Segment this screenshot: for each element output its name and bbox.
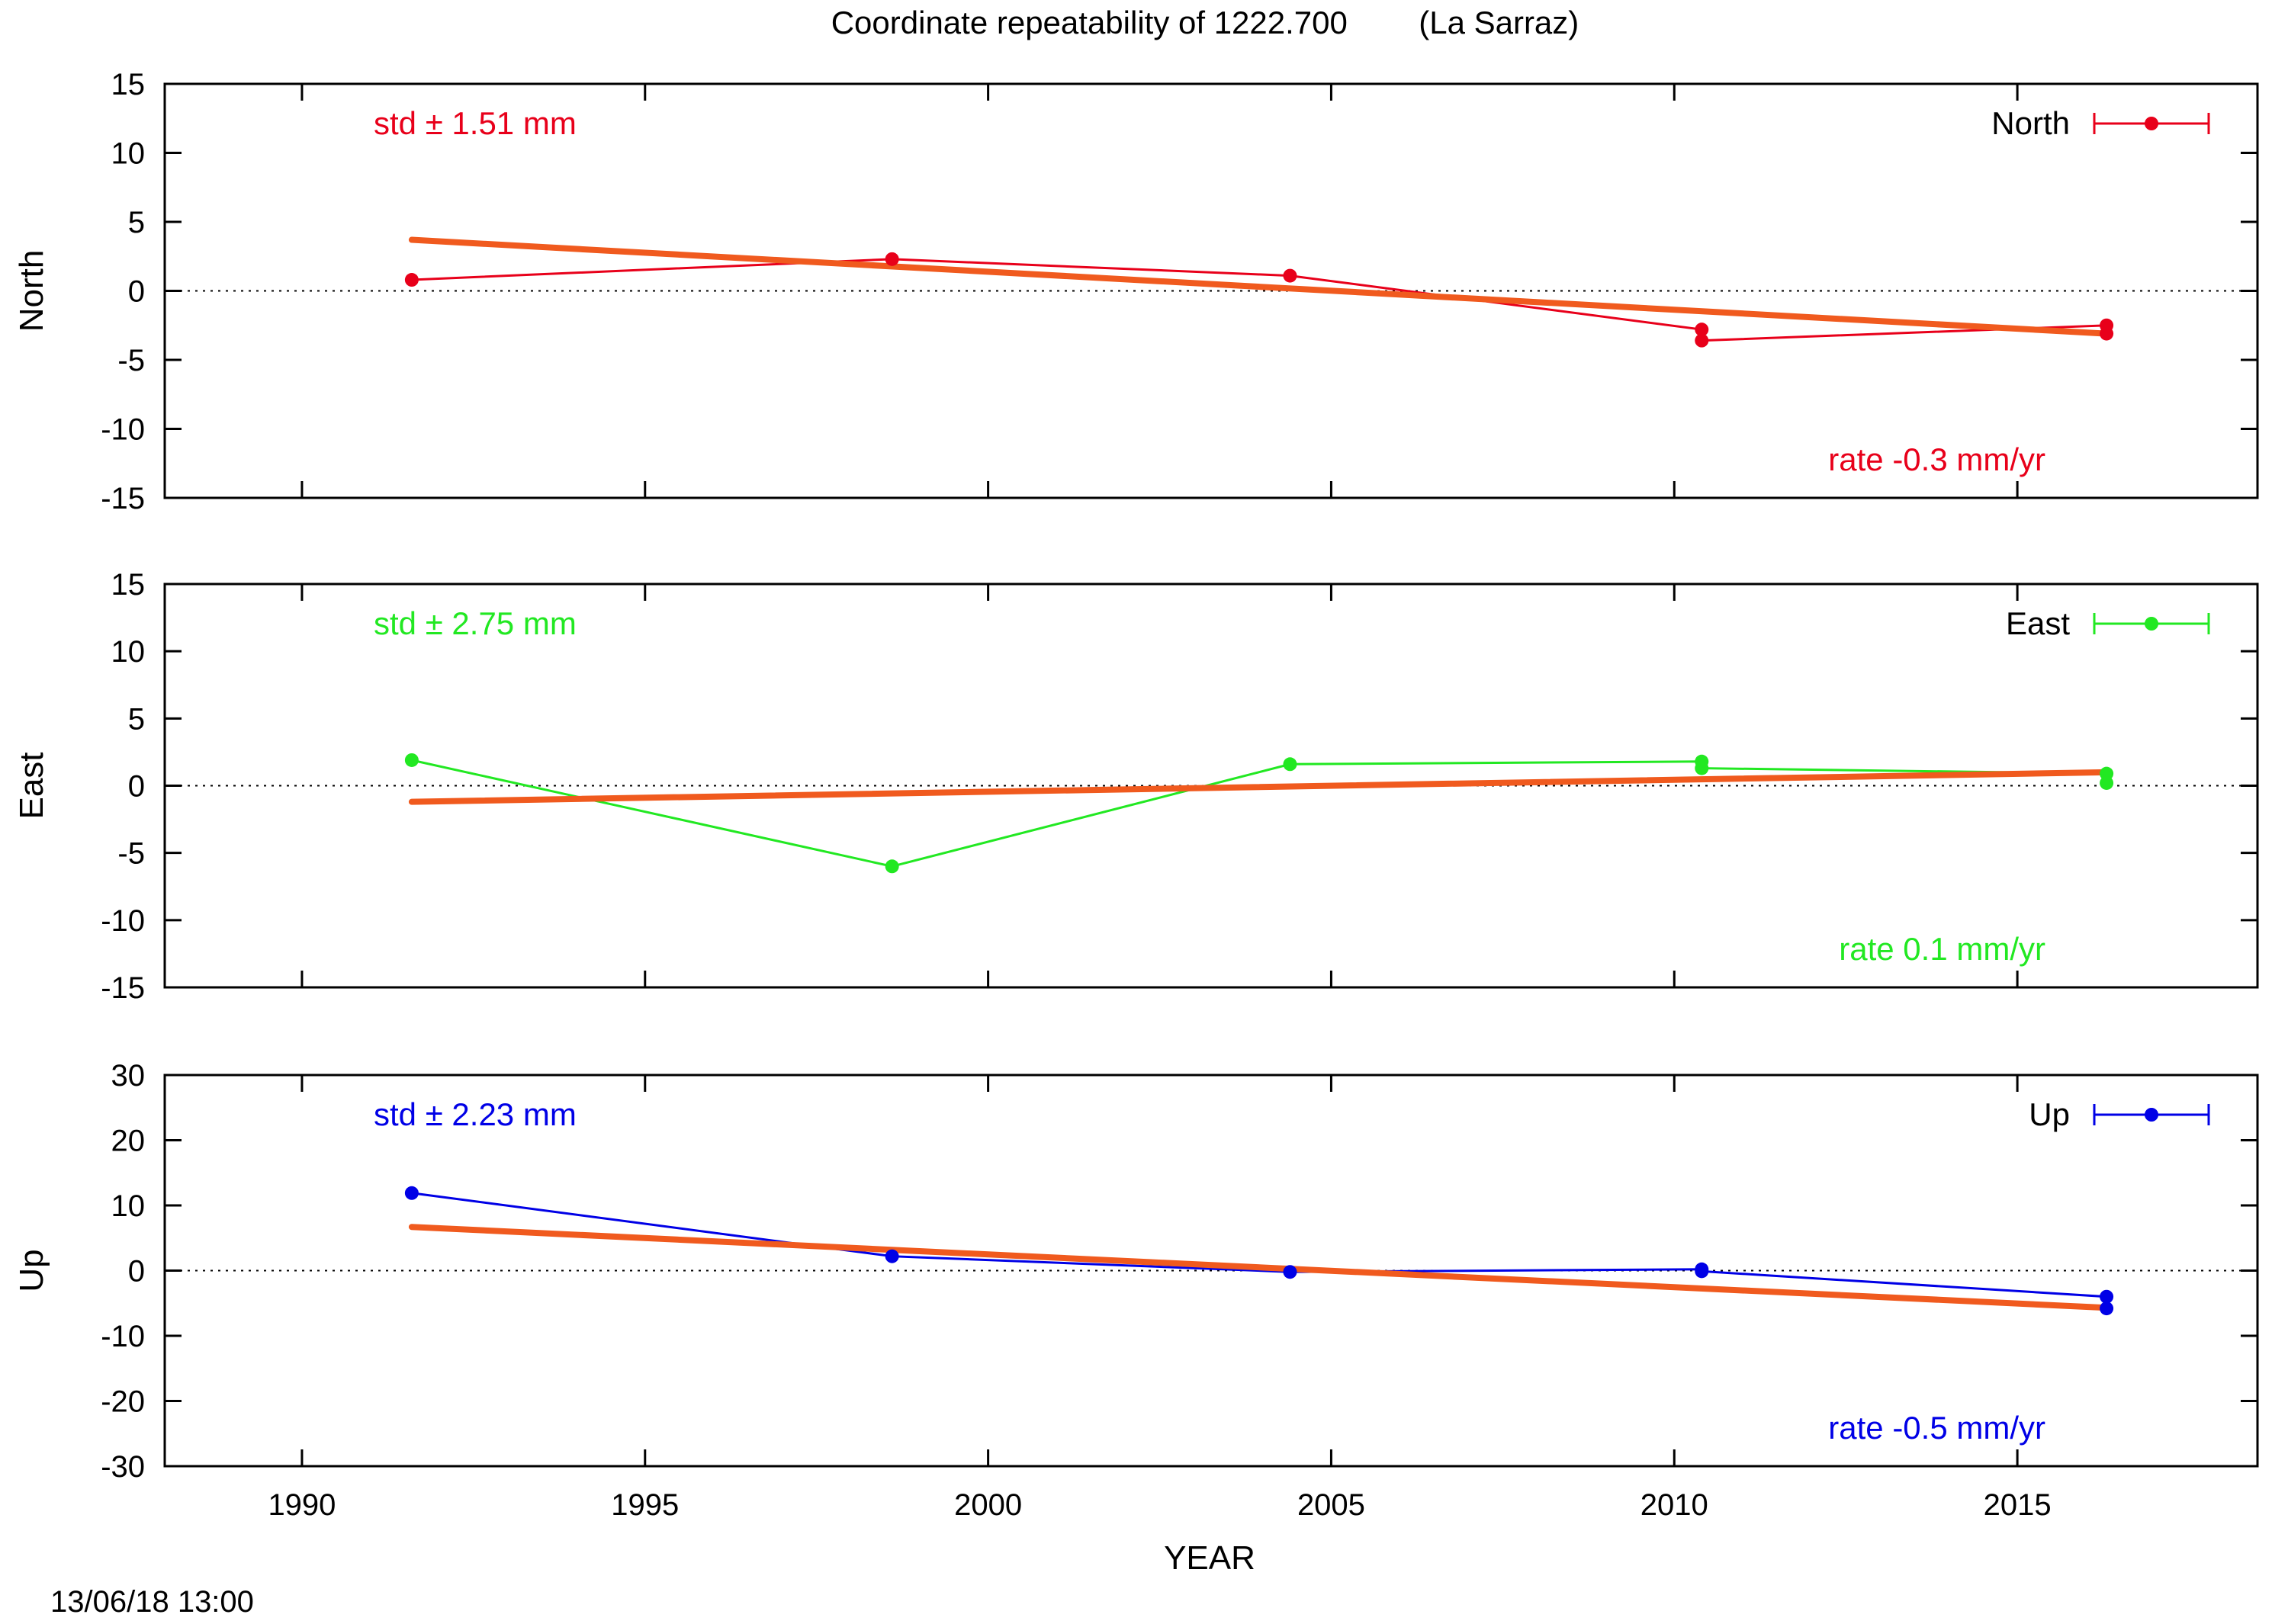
y-tick-label: 10 xyxy=(111,137,146,171)
legend-label: Up xyxy=(2029,1096,2070,1132)
y-tick-label: 5 xyxy=(128,206,145,239)
std-annotation: std ± 2.75 mm xyxy=(374,605,577,641)
y-tick-label: -10 xyxy=(101,1320,145,1353)
data-point xyxy=(2100,775,2114,790)
data-point xyxy=(404,273,419,287)
y-tick-label: -30 xyxy=(101,1450,145,1484)
y-tick-label: -5 xyxy=(117,837,145,871)
legend: Up xyxy=(2029,1096,2210,1132)
legend-marker xyxy=(2145,617,2158,631)
rate-annotation: rate -0.5 mm/yr xyxy=(1828,1410,2045,1446)
series-line xyxy=(411,258,2108,342)
data-point xyxy=(1695,1264,1709,1279)
data-point xyxy=(404,1186,419,1200)
trend-line xyxy=(408,769,2110,805)
panel-north: -15 -10 -5 0 5 10 15 North std ± 1.51 mm rate -0.… xyxy=(13,68,2259,515)
data-point xyxy=(404,753,419,767)
y-tick-label: 0 xyxy=(128,1255,145,1289)
y-axis-label: East xyxy=(13,752,50,819)
rate-annotation: rate -0.3 mm/yr xyxy=(1828,441,2045,477)
data-point xyxy=(885,252,899,266)
x-tick-label: 2005 xyxy=(1297,1488,1365,1522)
legend-marker xyxy=(2145,1108,2158,1122)
y-tick-label: -10 xyxy=(101,904,145,938)
y-tick-label: 10 xyxy=(111,1189,146,1223)
x-tick-label: 2000 xyxy=(954,1488,1022,1522)
y-tick-label: -20 xyxy=(101,1385,145,1419)
std-annotation: std ± 1.51 mm xyxy=(374,105,577,141)
data-point xyxy=(1283,268,1297,283)
y-tick-label: 0 xyxy=(128,770,145,804)
series-line xyxy=(411,1192,2108,1309)
data-point xyxy=(2100,1289,2114,1304)
y-tick-label: 20 xyxy=(111,1125,146,1158)
legend-label: North xyxy=(1991,105,2070,141)
data-point xyxy=(2100,1301,2114,1316)
chart-title: Coordinate repeatability of 1222.700 (La… xyxy=(831,5,1579,40)
data-point xyxy=(1695,761,1709,775)
y-tick-label: -10 xyxy=(101,413,145,447)
y-tick-label: 10 xyxy=(111,635,146,669)
y-tick-label: 30 xyxy=(111,1059,146,1093)
rate-annotation: rate 0.1 mm/yr xyxy=(1839,931,2045,967)
legend-label: East xyxy=(2006,605,2070,641)
y-axis-label: Up xyxy=(13,1249,50,1292)
y-tick-label: 0 xyxy=(128,275,145,309)
y-tick-label: -5 xyxy=(117,344,145,377)
y-tick-label: 5 xyxy=(128,702,145,736)
y-axis-label: North xyxy=(13,250,50,332)
panels: -15 -10 -5 0 5 10 15 North std ± 1.51 mm rate -0.… xyxy=(13,68,2259,1522)
y-tick-label: -15 xyxy=(101,971,145,1005)
x-axis-label: YEAR xyxy=(1164,1539,1255,1577)
x-tick-label: 1995 xyxy=(611,1488,679,1522)
y-tick-label: -15 xyxy=(101,482,145,515)
y-tick-label: 15 xyxy=(111,568,146,602)
data-point xyxy=(1283,757,1297,772)
data-point xyxy=(1695,323,1709,337)
data-point xyxy=(1695,333,1709,348)
data-point xyxy=(1283,1265,1297,1279)
timestamp: 13/06/18 13:00 xyxy=(50,1585,254,1619)
data-point xyxy=(885,859,899,874)
y-tick-label: 15 xyxy=(111,68,146,101)
x-tick-label: 1990 xyxy=(268,1488,336,1522)
legend-marker xyxy=(2145,117,2158,130)
panel-up: -30 -20 -10 0 10 20 30 1990 1995 2000 2005 2010 2015… xyxy=(13,1059,2259,1522)
panel-east: -15 -10 -5 0 5 10 15 East std ± 2.75 mm rate 0.1 … xyxy=(13,568,2259,1005)
data-point xyxy=(2100,766,2114,781)
data-point xyxy=(2100,326,2114,341)
x-tick-label: 2010 xyxy=(1640,1488,1708,1522)
std-annotation: std ± 2.23 mm xyxy=(374,1096,577,1132)
legend: East xyxy=(2006,605,2210,641)
trend-line xyxy=(408,1224,2110,1311)
data-point xyxy=(885,1249,899,1263)
trend-line xyxy=(408,236,2110,337)
legend: North xyxy=(1991,105,2210,141)
x-tick-label: 2015 xyxy=(1984,1488,2052,1522)
